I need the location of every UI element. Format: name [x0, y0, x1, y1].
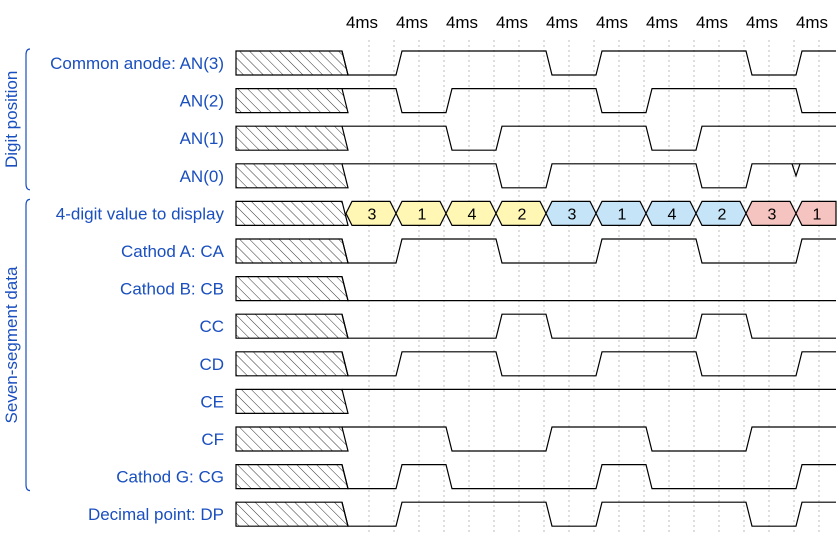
bus-value-label: 3: [768, 206, 777, 223]
signal-row: Cathod B: CB: [120, 276, 836, 302]
time-slot-label: 4ms: [746, 13, 778, 32]
signal-row: AN(0): [180, 163, 836, 189]
unknown-state-region: [235, 163, 349, 189]
unknown-state-region: [235, 313, 349, 339]
unknown-state-region: [235, 501, 349, 527]
time-grid: [368, 40, 820, 532]
unknown-state-region: [235, 276, 349, 302]
time-slot-label: 4ms: [646, 13, 678, 32]
signal-row: AN(1): [180, 125, 836, 151]
time-slot-label: 4ms: [446, 13, 478, 32]
signal-label: Cathod G: CG: [116, 468, 224, 487]
bus-value-label: 2: [718, 206, 727, 223]
signal-waveform: [342, 426, 836, 452]
time-slot-label: 4ms: [396, 13, 428, 32]
signal-label: Decimal point: DP: [88, 505, 224, 524]
group-label: Digit position: [2, 71, 21, 168]
bus-value-label: 2: [518, 206, 527, 223]
unknown-state-region: [235, 50, 349, 76]
signal-label: Cathod A: CA: [121, 242, 225, 261]
bus-value-label: 3: [568, 206, 577, 223]
signal-rows: Common anode: AN(3) AN(2) AN(1) AN(0) 4-digi…: [50, 50, 837, 527]
signal-waveform: [341, 276, 836, 302]
signal-row: 4-digit value to display 3 1 4 2 3 1 4 2 3 1: [56, 200, 837, 226]
signal-row: CF: [201, 426, 836, 452]
time-slot-label: 4ms: [596, 13, 628, 32]
signal-waveform: [342, 125, 836, 151]
signal-waveform: [341, 313, 836, 339]
unknown-state-region: [235, 125, 349, 151]
time-slot-label: 4ms: [696, 13, 728, 32]
signal-row: Cathod G: CG: [116, 464, 836, 490]
unknown-state-region: [235, 388, 349, 414]
signal-label: CE: [200, 392, 224, 411]
unknown-state-region: [235, 351, 349, 377]
signal-groups: Digit position Seven-segment data: [2, 48, 31, 492]
signal-row: AN(2): [180, 88, 836, 114]
signal-row: Cathod A: CA: [121, 238, 836, 264]
time-axis-labels: 4ms 4ms 4ms 4ms 4ms 4ms 4ms 4ms 4ms 4ms: [346, 13, 828, 32]
signal-label: 4-digit value to display: [56, 204, 225, 223]
signal-row: CD: [199, 351, 836, 377]
time-slot-label: 4ms: [796, 13, 828, 32]
group-brace: [25, 48, 31, 191]
signal-row: CC: [199, 313, 836, 339]
group-label: Seven-segment data: [2, 266, 21, 423]
bus-value-label: 1: [813, 206, 822, 223]
signal-label: AN(1): [180, 129, 224, 148]
bus-value-label: 1: [618, 206, 627, 223]
signal-label: Common anode: AN(3): [50, 54, 224, 73]
unknown-state-region: [235, 426, 349, 452]
signal-waveform: [342, 163, 836, 189]
signal-label: Cathod B: CB: [120, 280, 224, 299]
signal-row: CE: [200, 388, 836, 414]
time-slot-label: 4ms: [346, 13, 378, 32]
time-slot-label: 4ms: [546, 13, 578, 32]
bus-value-label: 4: [668, 206, 677, 223]
bus-value-label: 3: [368, 206, 377, 223]
signal-row: Common anode: AN(3): [50, 50, 836, 76]
bus-value-label: 1: [418, 206, 427, 223]
unknown-state-region: [235, 200, 349, 226]
signal-waveform: [341, 464, 836, 490]
signal-waveform: [341, 351, 836, 377]
signal-label: CC: [199, 317, 224, 336]
bus-value-label: 4: [468, 206, 477, 223]
signal-label: CD: [199, 355, 224, 374]
signal-waveform: [341, 50, 836, 76]
unknown-state-region: [235, 464, 349, 490]
unknown-state-region: [235, 238, 349, 264]
signal-label: AN(2): [180, 92, 224, 111]
signal-row: Decimal point: DP: [88, 501, 836, 527]
signal-waveform: [341, 238, 836, 264]
unknown-state-region: [235, 88, 349, 114]
group-brace: [25, 198, 31, 492]
glitch-mark: [791, 163, 801, 178]
signal-waveform: [341, 501, 836, 527]
signal-label: CF: [201, 430, 224, 449]
time-slot-label: 4ms: [496, 13, 528, 32]
signal-label: AN(0): [180, 167, 224, 186]
bus-value-segment: [795, 200, 837, 226]
signal-waveform: [342, 88, 836, 114]
